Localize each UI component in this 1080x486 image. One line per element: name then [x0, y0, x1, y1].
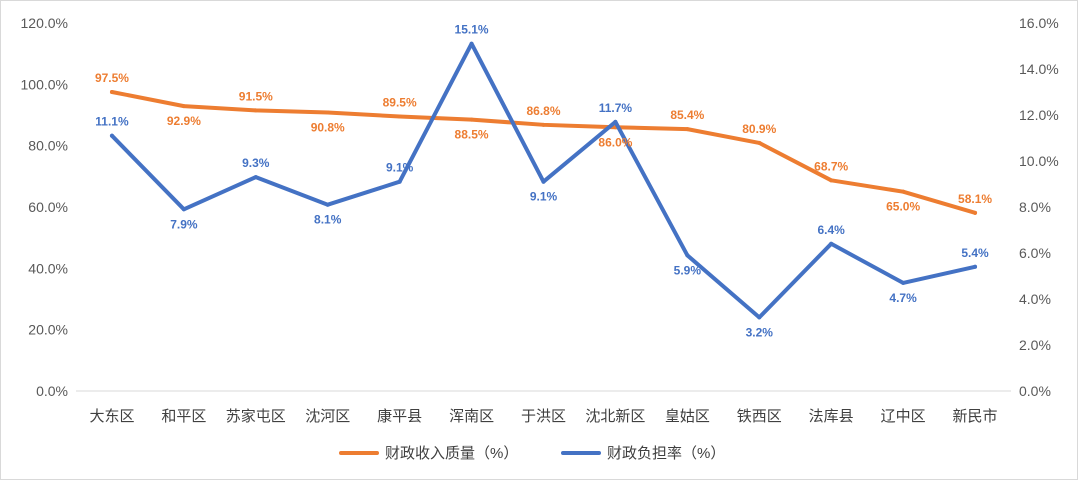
x-category-label: 皇姑区 [665, 408, 710, 425]
data-label: 58.1% [958, 192, 992, 206]
y-left-tick-label: 40.0% [28, 260, 68, 276]
data-point [541, 179, 546, 184]
x-category-label: 沈北新区 [585, 408, 645, 425]
legend: 财政收入质量（%） 财政负担率（%） [339, 445, 725, 462]
y-left-tick-label: 0.0% [36, 383, 68, 399]
y-right-tick-label: 6.0% [1019, 245, 1051, 261]
data-label: 9.1% [530, 190, 558, 204]
data-label: 97.5% [95, 71, 129, 85]
data-label: 80.9% [742, 122, 776, 136]
data-label: 91.5% [239, 89, 273, 103]
x-category-label: 沈河区 [305, 408, 350, 425]
series-lines [109, 41, 978, 320]
x-category-label: 辽中区 [881, 408, 926, 425]
data-label: 8.1% [314, 213, 342, 227]
y-right-tick-label: 4.0% [1019, 291, 1051, 307]
data-point [973, 210, 978, 215]
data-label: 92.9% [167, 114, 201, 128]
x-category-label: 大东区 [89, 408, 134, 425]
data-point [469, 117, 474, 122]
x-category-label: 铁西区 [737, 408, 782, 425]
data-label: 88.5% [455, 128, 489, 142]
y-right-tick-label: 12.0% [1019, 107, 1059, 123]
data-label: 15.1% [455, 23, 489, 37]
data-label: 7.9% [170, 217, 198, 231]
data-point [829, 178, 834, 183]
data-label: 3.2% [746, 325, 774, 339]
data-label: 86.0% [598, 135, 632, 149]
y-left-tick-label: 60.0% [28, 199, 68, 215]
data-label: 90.8% [311, 121, 345, 135]
data-label: 4.7% [889, 291, 917, 305]
y-right-tick-label: 16.0% [1019, 15, 1059, 31]
data-point [757, 315, 762, 320]
data-point [757, 140, 762, 145]
data-point [685, 127, 690, 132]
legend-item-label: 财政负担率（%） [607, 445, 725, 462]
data-point [397, 179, 402, 184]
data-label: 6.4% [818, 223, 846, 237]
data-point [181, 104, 186, 109]
x-category-label: 浑南区 [449, 408, 494, 425]
data-point [685, 253, 690, 258]
y-right-tick-label: 10.0% [1019, 153, 1059, 169]
data-point [469, 41, 474, 46]
data-point [181, 207, 186, 212]
data-label: 5.9% [674, 263, 702, 277]
legend-item-label: 财政收入质量（%） [385, 445, 518, 462]
y-left-tick-label: 80.0% [28, 138, 68, 154]
data-label: 5.4% [961, 246, 989, 260]
data-point [109, 90, 114, 94]
data-point [901, 280, 906, 285]
y-left-tick-label: 120.0% [21, 15, 68, 31]
y-right-tick-label: 8.0% [1019, 199, 1051, 215]
data-point [325, 110, 330, 115]
data-point [613, 119, 618, 124]
data-labels: 97.5% 92.9% 91.5% 90.8% 89.5% 88.5% 86.8% 86.0%… [95, 23, 992, 340]
data-label: 65.0% [886, 200, 920, 214]
data-point [541, 122, 546, 127]
data-label: 89.5% [383, 96, 417, 110]
data-point [397, 114, 402, 119]
data-label: 68.7% [814, 159, 848, 173]
x-category-label: 新民市 [953, 408, 998, 425]
data-point [109, 133, 114, 138]
x-category-label: 苏家屯区 [226, 408, 286, 425]
data-point [325, 202, 330, 207]
data-point [253, 108, 258, 113]
data-label: 9.3% [242, 156, 270, 170]
data-label: 86.8% [526, 104, 560, 118]
data-label: 11.1% [95, 115, 129, 129]
data-point [973, 264, 978, 269]
y-right-tick-label: 2.0% [1019, 337, 1051, 353]
y-left-tick-label: 100.0% [21, 76, 68, 92]
x-category-label: 康平县 [377, 408, 422, 425]
y-left-tick-label: 20.0% [28, 322, 68, 338]
axes: 0.0% 20.0% 40.0% 60.0% 80.0% 100.0% 120.0% 0.0%… [21, 15, 1059, 425]
x-category-label: 法库县 [809, 408, 854, 425]
data-label: 85.4% [670, 108, 704, 122]
data-label: 9.1% [386, 161, 414, 175]
data-point [901, 189, 906, 194]
data-label: 11.7% [599, 101, 633, 115]
y-right-tick-label: 14.0% [1019, 61, 1059, 77]
data-point [829, 241, 834, 246]
x-category-label: 于洪区 [521, 408, 566, 425]
data-point [253, 175, 258, 180]
x-category-label: 和平区 [161, 408, 206, 425]
y-right-tick-label: 0.0% [1019, 383, 1051, 399]
